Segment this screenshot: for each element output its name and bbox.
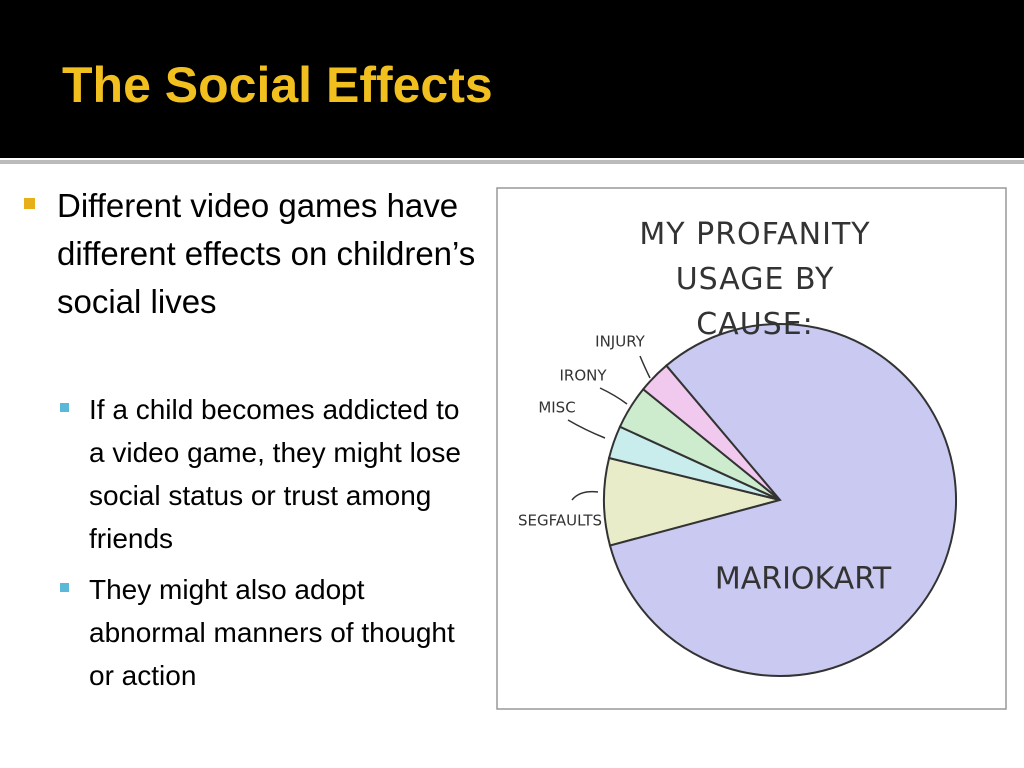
chart-title: MY PROFANITY USAGE BY CAUSE: (639, 217, 871, 342)
bullet-text: Different video games have different eff… (57, 187, 476, 320)
slide-title: The Social Effects (62, 57, 493, 113)
slice-label: IRONY (559, 367, 607, 385)
leader-line (599, 387, 628, 405)
leader-lines (567, 355, 651, 501)
leader-line (639, 355, 651, 379)
slice-label: INJURY (595, 333, 646, 351)
sub-bullet-marker (60, 583, 69, 592)
header-bar (0, 0, 1024, 158)
sub-bullet: They might also adopt abnormal manners o… (60, 568, 469, 697)
leader-line (571, 490, 599, 501)
pie-slice (608, 323, 957, 677)
sub-bullets: If a child becomes addicted to a video g… (60, 388, 469, 705)
sub-bullet: If a child becomes addicted to a video g… (60, 388, 469, 560)
sub-bullet-text: If a child becomes addicted to a video g… (89, 394, 461, 554)
header-rule (0, 160, 1024, 164)
sub-bullet-text: They might also adopt abnormal manners o… (89, 574, 455, 691)
pie-slice (603, 456, 781, 547)
slice-label: SEGFAULTS (518, 512, 602, 530)
leader-line (567, 419, 606, 439)
slice-label: MISC (538, 399, 575, 417)
bullet-marker (24, 198, 35, 209)
slice-label: MARIOKART (715, 562, 892, 597)
sub-bullet-marker (60, 403, 69, 412)
